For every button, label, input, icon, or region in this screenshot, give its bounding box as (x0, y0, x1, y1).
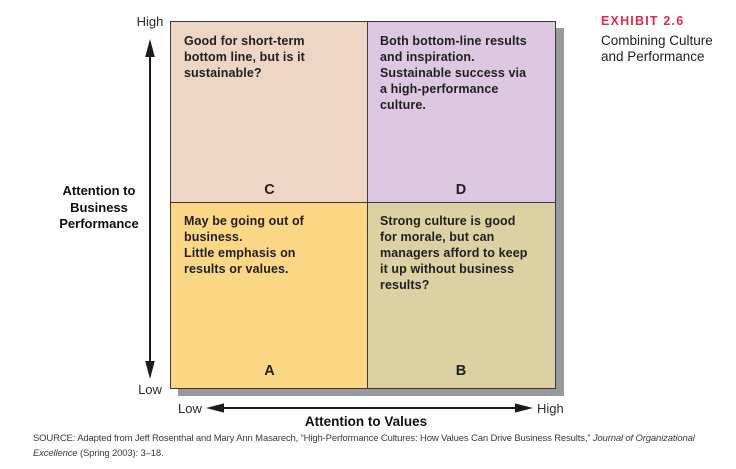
source-citation-detail: (Spring 2003): 3–18. (77, 448, 164, 459)
y-axis-arrow-icon (145, 39, 155, 379)
quadrant-d: Both bottom-line results and inspiration… (367, 22, 555, 203)
quadrant-d-letter: D (455, 182, 467, 198)
exhibit-title: Combining Culture and Performance (601, 33, 713, 64)
quadrant-c-text: Good for short-term bottom line, but is … (184, 34, 305, 80)
y-axis-low-label: Low (138, 382, 162, 397)
quadrant-b-text: Strong culture is good for morale, but c… (380, 214, 528, 292)
source-line-1: SOURCE: Adapted from Jeff Rosenthal and … (33, 431, 695, 446)
exhibit-number: EXHIBIT 2.6 (601, 14, 685, 28)
source-journal-name-part1: Journal of Organizational (592, 433, 695, 444)
exhibit-header: EXHIBIT 2.6 Combining Culture and Perfor… (601, 14, 733, 64)
quadrant-matrix: Good for short-term bottom line, but is … (170, 21, 556, 389)
source-journal-name-part2: Excellence (33, 448, 78, 459)
quadrant-a: May be going out of business. Little emp… (171, 202, 368, 388)
source-line-2: Excellence (Spring 2003): 3–18. (33, 446, 695, 461)
matrix-horizontal-divider (171, 202, 555, 203)
y-axis-high-label: High (136, 14, 164, 29)
quadrant-b-letter: B (455, 363, 467, 379)
x-axis-high-label: High (537, 401, 564, 416)
y-axis-title: Attention to Business Performance (59, 183, 139, 231)
matrix-vertical-divider (367, 22, 368, 388)
quadrant-c-letter: C (264, 182, 275, 198)
x-axis-low-label: Low (178, 401, 202, 416)
quadrant-a-text: May be going out of business. Little emp… (184, 214, 304, 276)
x-axis-arrow-icon (206, 403, 533, 413)
x-axis-title: Attention to Values (304, 414, 428, 429)
source-text: SOURCE: Adapted from Jeff Rosenthal and … (33, 433, 593, 444)
quadrant-a-letter: A (264, 363, 275, 379)
quadrant-c: Good for short-term bottom line, but is … (171, 22, 368, 203)
quadrant-b: Strong culture is good for morale, but c… (367, 202, 555, 388)
quadrant-d-text: Both bottom-line results and inspiration… (380, 34, 527, 112)
source-note: SOURCE: Adapted from Jeff Rosenthal and … (33, 431, 695, 461)
